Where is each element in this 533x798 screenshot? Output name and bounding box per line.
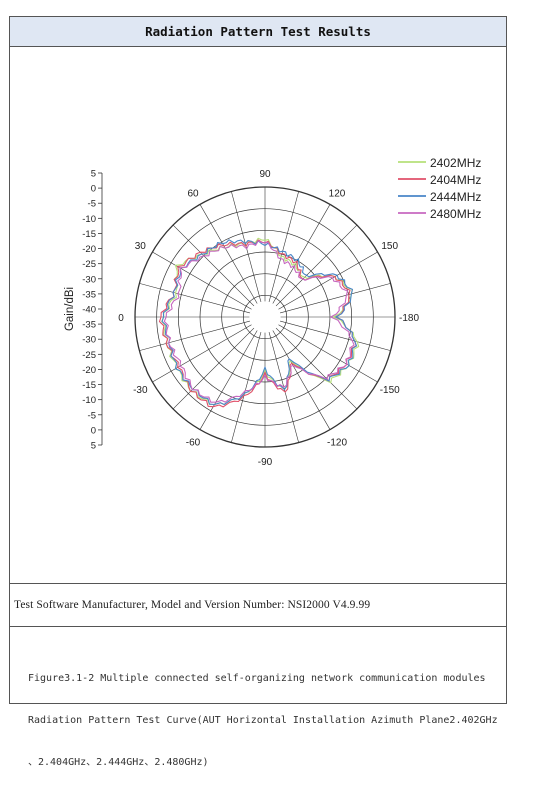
radial-tick-label: 0: [91, 184, 96, 195]
y-axis-title: Gain/dBi: [64, 287, 76, 331]
grid-spoke: [279, 283, 391, 314]
angle-tick-label: 150: [381, 241, 398, 252]
software-info-text: Test Software Manufacturer, Model and Ve…: [14, 599, 371, 611]
radial-tick-label: -25: [82, 350, 96, 361]
angle-tick-label: -120: [327, 438, 347, 449]
radial-tick-label: -15: [82, 380, 96, 391]
figure-caption: Figure3.1-2 Multiple connected self-orga…: [28, 644, 508, 798]
grid-spoke: [278, 251, 378, 310]
series-line-2444MHz: [161, 239, 358, 406]
radial-tick-label: -15: [82, 229, 96, 240]
radial-tick-label: -40: [82, 305, 96, 316]
legend-label-2480MHz: 2480MHz: [430, 207, 481, 221]
legend-label-2444MHz: 2444MHz: [430, 190, 481, 204]
radial-tick-label: -5: [88, 410, 96, 421]
page-title: Radiation Pattern Test Results: [10, 17, 506, 47]
caption-line-1: Figure3.1-2 Multiple connected self-orga…: [28, 673, 486, 684]
grid-spoke: [278, 324, 378, 383]
grid-spoke: [272, 330, 331, 430]
grid-spoke: [275, 327, 358, 410]
angle-tick-label: -90: [258, 457, 273, 468]
report-frame: Radiation Pattern Test Results -90 -60 -12…: [9, 16, 507, 768]
grid-spoke: [199, 330, 258, 430]
angle-tick-label: 60: [187, 188, 199, 199]
radial-tick-label: -5: [88, 199, 96, 210]
angle-tick-label: -150: [380, 385, 400, 396]
grid-spoke: [172, 327, 255, 410]
grid-spoke: [139, 283, 251, 314]
grid-spoke: [139, 320, 251, 351]
radial-tick-label: -30: [82, 335, 96, 346]
grid-spoke: [172, 224, 255, 307]
software-info-row: Test Software Manufacturer, Model and Ve…: [10, 583, 506, 627]
angle-tick-label: 90: [259, 169, 271, 180]
caption-line-2: Radiation Pattern Test Curve(AUT Horizon…: [28, 715, 498, 726]
angle-tick-label: 0: [118, 313, 124, 324]
grid-spoke: [268, 191, 299, 303]
radial-tick-label: -20: [82, 365, 96, 376]
grid-spoke: [279, 320, 391, 351]
radial-tick-label: 0: [91, 425, 96, 436]
angle-tick-label: 120: [329, 188, 346, 199]
polar-chart-area: -90 -60 -120 -30 -150 0 -180 30 150 60 120 90 5 0 -5 -1…: [10, 46, 506, 584]
radial-tick-label: 5: [91, 169, 96, 180]
angle-tick-label: -180: [399, 313, 419, 324]
angle-tick-label: -60: [186, 438, 201, 449]
grid-spoke: [272, 204, 331, 304]
grid-spoke: [199, 204, 258, 304]
grid-spoke: [152, 251, 252, 310]
radial-tick-label: -35: [82, 320, 96, 331]
radial-tick-label: -10: [82, 214, 96, 225]
caption-line-3: 、2.404GHz、2.444GHz、2.480GHz): [28, 757, 209, 768]
radial-tick-label: 5: [91, 441, 96, 452]
legend-label-2402MHz: 2402MHz: [430, 156, 481, 170]
radial-tick-label: -10: [82, 395, 96, 406]
radial-tick-label: -20: [82, 244, 96, 255]
angle-tick-label: -30: [133, 385, 148, 396]
radial-tick-label: -25: [82, 259, 96, 270]
radial-tick-label: -30: [82, 274, 96, 285]
grid-spoke: [275, 224, 358, 307]
legend-label-2404MHz: 2404MHz: [430, 173, 481, 187]
angle-tick-label: 30: [135, 241, 147, 252]
grid-spoke: [152, 324, 252, 383]
grid-spoke: [231, 331, 262, 443]
radial-tick-label: -35: [82, 289, 96, 300]
series-line-2480MHz: [163, 240, 355, 403]
